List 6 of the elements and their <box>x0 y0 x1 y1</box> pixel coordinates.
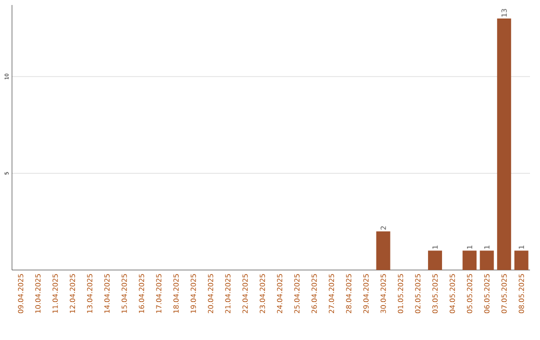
bar <box>462 250 477 270</box>
bar <box>480 250 494 270</box>
bar <box>428 250 442 270</box>
bar <box>376 231 390 270</box>
bar <box>514 250 528 270</box>
bar <box>497 18 512 270</box>
